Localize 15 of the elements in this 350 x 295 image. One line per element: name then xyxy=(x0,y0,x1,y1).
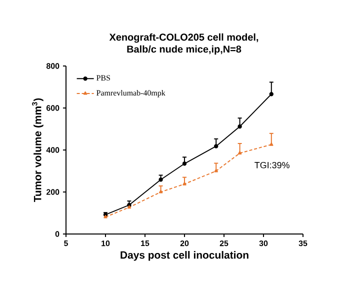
y-axis-title: Tumor volume (mm$^{3}$) xyxy=(32,98,44,202)
point xyxy=(158,178,163,182)
annotation: TGI:39% xyxy=(254,162,290,168)
chart-title: Xenograft-COLO205 cell model, xyxy=(109,33,258,43)
x-axis-title: Days post cell inoculation xyxy=(120,251,248,261)
point xyxy=(182,162,187,166)
point xyxy=(270,142,274,146)
point xyxy=(158,190,163,194)
point xyxy=(238,151,242,154)
point xyxy=(214,144,218,148)
point xyxy=(214,168,218,172)
point xyxy=(182,182,186,186)
chart-subtitle: Balb/c nude mice,ip,N=8 xyxy=(127,45,242,55)
point xyxy=(238,124,242,129)
point xyxy=(269,92,274,96)
